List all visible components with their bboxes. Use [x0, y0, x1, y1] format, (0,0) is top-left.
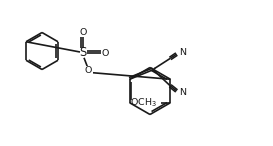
Text: S: S	[79, 46, 87, 60]
Text: OCH$_3$: OCH$_3$	[130, 97, 157, 109]
Text: O: O	[85, 66, 92, 75]
Text: O: O	[102, 48, 109, 58]
Text: N: N	[179, 88, 186, 97]
Text: O: O	[79, 28, 87, 37]
Text: N: N	[179, 48, 186, 57]
